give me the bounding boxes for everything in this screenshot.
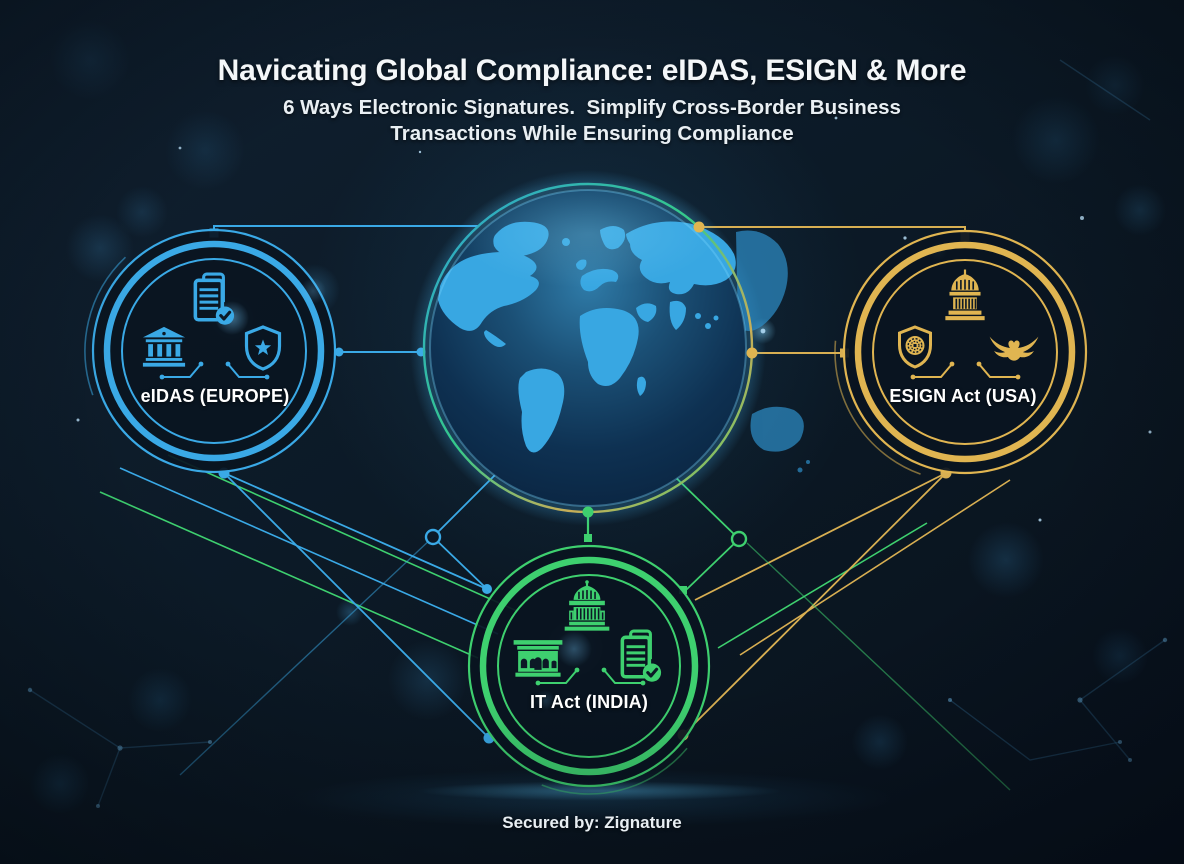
header: Navicating Global Compliance: eIDAS, ESI… [0,54,1184,147]
document-check-icon [618,629,662,683]
shield-star-icon [243,325,283,371]
dome-court-icon [562,580,612,634]
node-label-itact: IT Act (INDIA) [529,692,649,712]
node-label-esign: ESIGN Act (USA) [889,386,1037,406]
capitol-dome-icon [944,268,986,324]
world-globe-icon [410,170,810,526]
node-label-eidas: eIDAS (EUROPE) [140,386,290,406]
page-subtitle-line2: Transactions While Ensuring Compliance [390,122,794,145]
document-check-icon [191,272,235,326]
pillared-building-icon [510,640,566,680]
node-circle-esign [834,221,1096,483]
shield-seal-icon [896,325,934,369]
page-subtitle-line1: 6 Ways Electronic Signatures. Simplify C… [283,96,901,119]
node-circle-eidas [84,221,344,481]
bank-columns-icon [141,326,187,368]
secured-by-text: Secured by: Zignature [502,813,682,832]
page-title: Navicating Global Compliance: eIDAS, ESI… [217,54,967,87]
eagle-icon [988,334,1040,362]
